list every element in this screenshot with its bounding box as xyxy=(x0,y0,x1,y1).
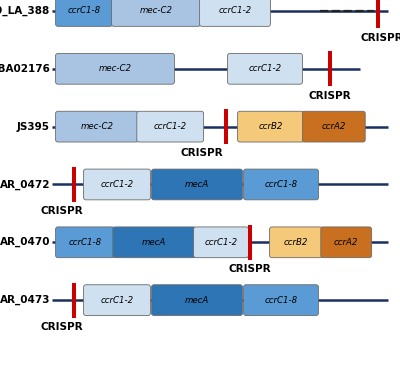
Text: ccrA2: ccrA2 xyxy=(334,238,358,247)
FancyBboxPatch shape xyxy=(238,111,304,142)
FancyBboxPatch shape xyxy=(244,285,318,315)
Text: ccrC1-8: ccrC1-8 xyxy=(68,238,102,247)
Bar xyxy=(376,0,380,29)
Text: CRISPR: CRISPR xyxy=(41,322,83,332)
Text: ccrA2: ccrA2 xyxy=(322,122,346,131)
FancyBboxPatch shape xyxy=(112,0,200,26)
Text: 08BA02176: 08BA02176 xyxy=(0,64,50,74)
Text: CRISPR: CRISPR xyxy=(181,149,223,158)
Text: ccrC1-8: ccrC1-8 xyxy=(264,296,298,305)
Text: ccrC1-2: ccrC1-2 xyxy=(100,180,134,189)
FancyBboxPatch shape xyxy=(244,169,318,200)
Text: mecA: mecA xyxy=(185,180,209,189)
Bar xyxy=(72,167,76,202)
Text: mec-C2: mec-C2 xyxy=(98,64,132,73)
Text: CRISPR: CRISPR xyxy=(41,206,83,216)
FancyBboxPatch shape xyxy=(84,285,150,315)
Text: ccrC1-2: ccrC1-2 xyxy=(248,64,282,73)
Text: AR_0472: AR_0472 xyxy=(0,179,50,190)
FancyBboxPatch shape xyxy=(270,227,322,258)
FancyBboxPatch shape xyxy=(56,0,112,26)
Text: mecA: mecA xyxy=(142,238,166,247)
FancyBboxPatch shape xyxy=(194,227,248,258)
Text: ccrB2: ccrB2 xyxy=(259,122,283,131)
Text: CRISPR: CRISPR xyxy=(361,33,400,43)
FancyBboxPatch shape xyxy=(321,227,372,258)
FancyBboxPatch shape xyxy=(56,53,174,84)
Text: -0.23Mb: -0.23Mb xyxy=(322,0,354,1)
Text: CRISPR: CRISPR xyxy=(229,264,271,274)
FancyBboxPatch shape xyxy=(200,0,270,26)
Text: JS395: JS395 xyxy=(17,122,50,132)
Text: ccrC1-2: ccrC1-2 xyxy=(154,122,187,131)
Text: AR_0470: AR_0470 xyxy=(0,237,50,247)
Text: mec-C2: mec-C2 xyxy=(140,7,172,15)
Bar xyxy=(72,283,76,318)
FancyBboxPatch shape xyxy=(137,111,204,142)
Text: mecA: mecA xyxy=(185,296,209,305)
FancyBboxPatch shape xyxy=(56,227,114,258)
Bar xyxy=(248,225,252,260)
FancyBboxPatch shape xyxy=(152,169,242,200)
Text: ccrC1-2: ccrC1-2 xyxy=(218,7,252,15)
Text: ccrB2: ccrB2 xyxy=(284,238,308,247)
Text: mec-C2: mec-C2 xyxy=(80,122,114,131)
Text: CRISPR: CRISPR xyxy=(309,91,351,101)
FancyBboxPatch shape xyxy=(152,285,242,315)
FancyBboxPatch shape xyxy=(56,111,138,142)
Text: 19_LA_388: 19_LA_388 xyxy=(0,6,50,16)
Text: ccrC1-2: ccrC1-2 xyxy=(100,296,134,305)
Bar xyxy=(328,52,332,86)
FancyBboxPatch shape xyxy=(302,111,365,142)
Text: AR_0473: AR_0473 xyxy=(0,295,50,305)
FancyBboxPatch shape xyxy=(228,53,302,84)
Text: ccrC1-2: ccrC1-2 xyxy=(204,238,238,247)
Text: ccrC1-8: ccrC1-8 xyxy=(68,7,100,15)
FancyBboxPatch shape xyxy=(113,227,196,258)
Text: ccrC1-8: ccrC1-8 xyxy=(264,180,298,189)
Bar xyxy=(224,109,228,144)
FancyBboxPatch shape xyxy=(84,169,150,200)
